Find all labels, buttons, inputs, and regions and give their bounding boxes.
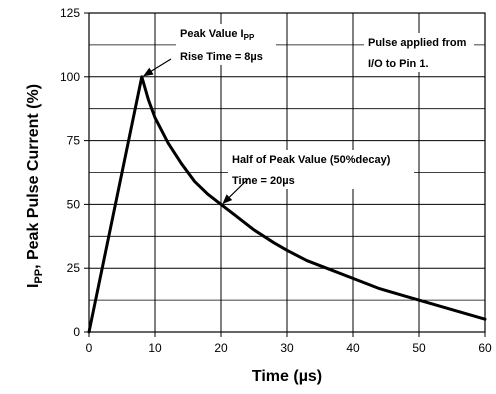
annotation-0-line-1-text: Rise Time = 8µs [180,51,263,63]
x-axis-label: Time (µs) [252,368,322,385]
annotation-1-line-1: Time = 20µs [232,175,295,187]
x-tick-label-5: 50 [412,341,426,355]
annotation-2-line-1: I/O to Pin 1. [368,58,429,70]
x-tick-label-0: 0 [86,341,93,355]
y-tick-label-1: 25 [67,261,81,275]
annotation-bg-0 [176,24,276,65]
annotation-arrow-1 [222,177,250,205]
annotation-0-line-0: Peak Value IPP [180,28,255,42]
y-axis-label-sub: PP [33,269,45,284]
annotation-1-line-0: Half of Peak Value (50%decay) [232,154,391,166]
annotation-1-line-0-text: Half of Peak Value (50%decay) [232,154,391,166]
x-tick-label-1: 10 [148,341,162,355]
x-tick-label-4: 40 [346,341,360,355]
annotation-2-line-1-text: I/O to Pin 1. [368,58,429,70]
y-tick-label-2: 50 [67,197,81,211]
annotation-2-line-0-text: Pulse applied from [368,37,467,49]
y-tick-label-4: 100 [60,70,80,84]
annotation-2-line-0: Pulse applied from [368,37,467,49]
y-tick-label-0: 0 [73,325,80,339]
annotation-0-line-1: Rise Time = 8µs [180,51,263,63]
x-tick-label-6: 60 [478,341,492,355]
annotation-0-line-0-text: Peak Value I [180,28,244,40]
x-tick-label-2: 20 [214,341,228,355]
y-axis-label-rest: , Peak Pulse Current (%) [25,84,42,269]
y-tick-label-5: 125 [60,6,80,20]
annotation-1-line-1-text: Time = 20µs [232,175,295,187]
annotation-bg-2 [364,33,474,72]
y-axis-label-main: I [25,284,42,288]
y-axis-label: IPP, Peak Pulse Current (%) [25,84,45,288]
annotation-arrow-0 [142,58,172,77]
y-tick-label-3: 75 [67,134,81,148]
annotation-0-line-0-sub: PP [244,33,255,42]
annotation-bg-1 [228,150,414,189]
series-line-0 [87,75,487,334]
x-tick-label-3: 30 [280,341,294,355]
